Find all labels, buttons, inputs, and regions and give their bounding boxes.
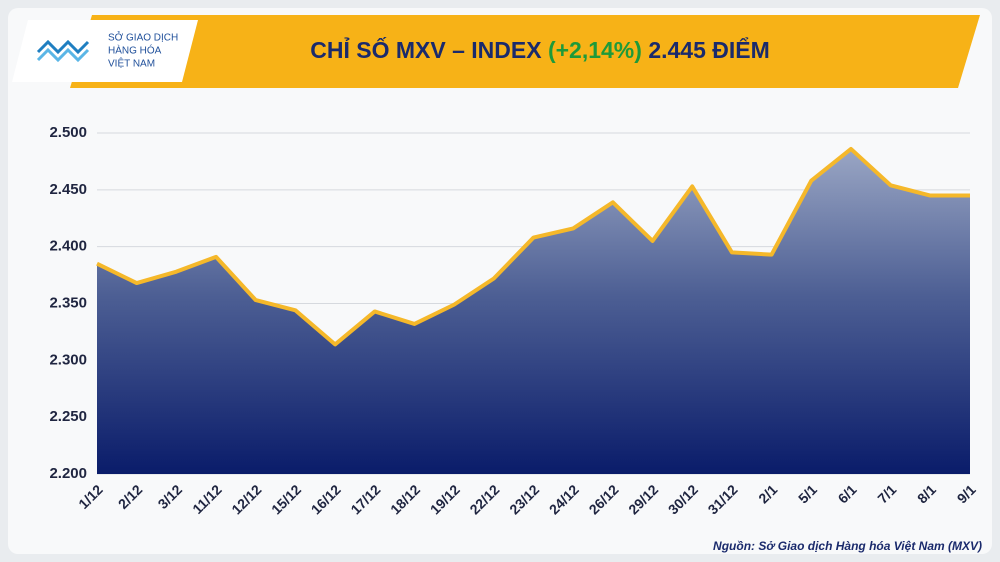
logo-icon bbox=[36, 39, 90, 63]
y-tick-label: 2.400 bbox=[49, 238, 87, 255]
title-text: CHỈ SỐ MXV – INDEX bbox=[310, 35, 542, 63]
chart-title: CHỈ SỐ MXV – INDEX (+2,14%) 2.445 ĐIỂM bbox=[310, 35, 770, 63]
logo-text: VIỆT NAM bbox=[108, 57, 155, 70]
y-tick-label: 2.250 bbox=[49, 408, 87, 425]
y-tick-label: 2.450 bbox=[49, 181, 87, 198]
logo-box bbox=[12, 20, 198, 82]
y-tick-label: 2.200 bbox=[49, 465, 87, 482]
banner bbox=[70, 15, 980, 88]
y-tick-label: 2.300 bbox=[49, 351, 87, 368]
y-tick-label: 2.500 bbox=[49, 124, 87, 141]
source: Nguồn: Sở Giao dịch Hàng hóa Việt Nam (M… bbox=[713, 539, 982, 553]
change-label: (+2,14%) bbox=[548, 37, 642, 63]
index-label: 2.445 ĐIỂM bbox=[648, 36, 769, 63]
y-tick-label: 2.350 bbox=[49, 294, 87, 311]
logo-text: SỞ GIAO DỊCH bbox=[108, 31, 178, 44]
logo-text: HÀNG HÓA bbox=[108, 44, 162, 57]
area bbox=[97, 148, 970, 474]
line bbox=[96, 146, 970, 347]
